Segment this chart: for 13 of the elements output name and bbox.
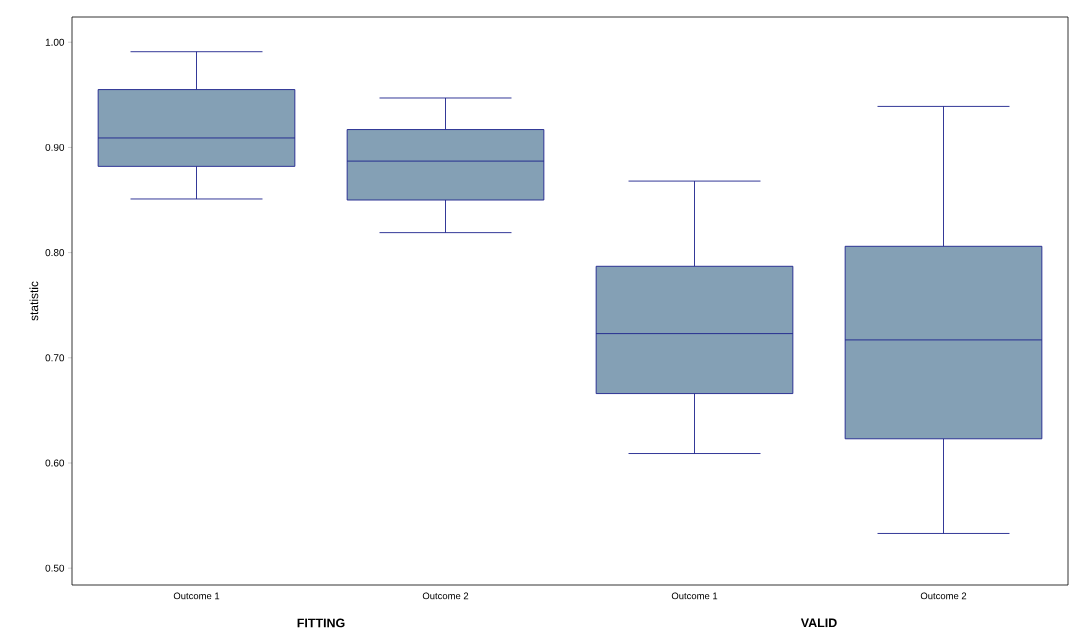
x-tick-label: Outcome 1 [671, 592, 718, 600]
y-tick-label: 0.60 [45, 459, 65, 467]
y-tick-label: 0.80 [45, 249, 65, 257]
y-tick-label: 0.50 [45, 564, 65, 572]
x-tick-label: Outcome 1 [173, 592, 220, 600]
text: VALID [800, 618, 837, 628]
text: FITTING [297, 618, 345, 628]
x-tick-label: Outcome 2 [920, 592, 967, 600]
y-tick-label: 1.00 [45, 38, 65, 46]
x-tick-label: Outcome 2 [422, 592, 469, 600]
y-axis-title: statistic [29, 281, 39, 321]
y-tick-label: 0.90 [45, 143, 65, 151]
y-tick-label: 0.70 [45, 354, 65, 362]
